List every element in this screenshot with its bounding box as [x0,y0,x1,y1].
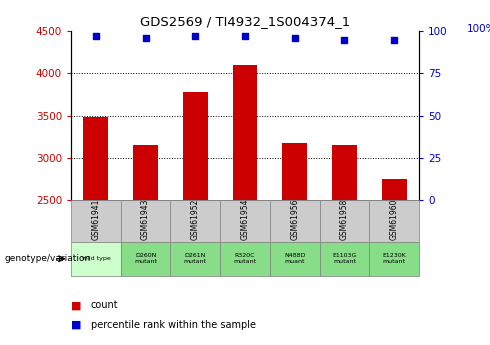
Text: GSM61943: GSM61943 [141,198,150,240]
Text: GSM61954: GSM61954 [241,198,249,240]
Text: GSM61952: GSM61952 [191,198,200,240]
Point [291,35,298,41]
Text: GSM61960: GSM61960 [390,198,398,240]
Text: ■: ■ [71,320,81,330]
Text: E1230K
mutant: E1230K mutant [382,253,406,264]
Bar [183,92,208,345]
Text: GSM61956: GSM61956 [290,198,299,240]
Text: GSM61941: GSM61941 [92,198,100,240]
Point [192,33,199,39]
Text: D260N
mutant: D260N mutant [134,253,157,264]
Point [92,33,100,39]
Bar [382,179,407,345]
Bar [83,117,108,345]
Text: ■: ■ [71,300,81,310]
Bar [233,65,257,345]
Bar [332,145,357,345]
Bar [282,142,307,345]
Text: genotype/variation: genotype/variation [5,254,91,263]
Text: wild type: wild type [81,256,110,261]
Text: GDS2569 / TI4932_1S004374_1: GDS2569 / TI4932_1S004374_1 [140,16,350,29]
Text: R320C
mutant: R320C mutant [234,253,256,264]
Text: E1103G
mutant: E1103G mutant [332,253,357,264]
Bar [133,145,158,345]
Point [341,37,348,42]
Text: D261N
mutant: D261N mutant [184,253,207,264]
Point [390,37,398,42]
Text: percentile rank within the sample: percentile rank within the sample [91,320,256,330]
Point [142,35,149,41]
Text: GSM61958: GSM61958 [340,198,349,240]
Y-axis label: 100%: 100% [467,24,490,34]
Text: N488D
muant: N488D muant [284,253,305,264]
Point [241,33,249,39]
Text: count: count [91,300,118,310]
